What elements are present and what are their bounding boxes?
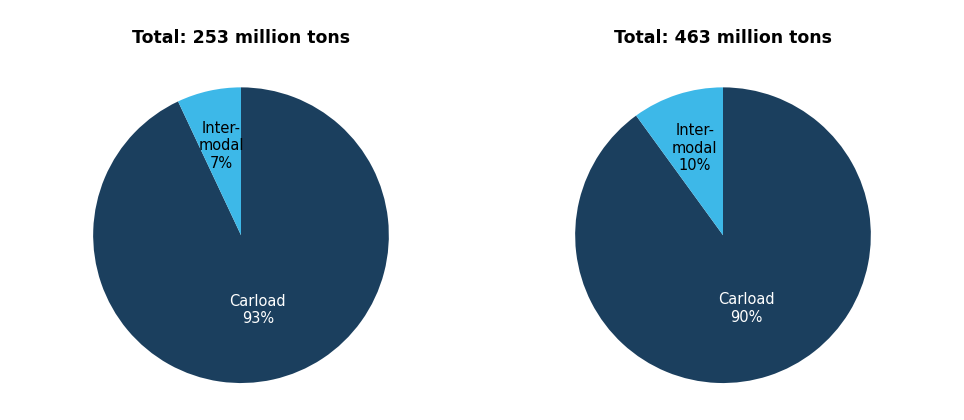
Wedge shape: [576, 87, 870, 383]
Wedge shape: [636, 87, 723, 235]
Text: Inter-
modal
10%: Inter- modal 10%: [672, 123, 717, 173]
Wedge shape: [178, 87, 241, 235]
Text: Total: 253 million tons: Total: 253 million tons: [132, 29, 350, 47]
Wedge shape: [94, 87, 388, 383]
Text: Total: 463 million tons: Total: 463 million tons: [614, 29, 832, 47]
Text: Carload
93%: Carload 93%: [229, 294, 286, 326]
Text: Inter-
modal
7%: Inter- modal 7%: [199, 121, 244, 171]
Text: Carload
90%: Carload 90%: [718, 292, 775, 325]
